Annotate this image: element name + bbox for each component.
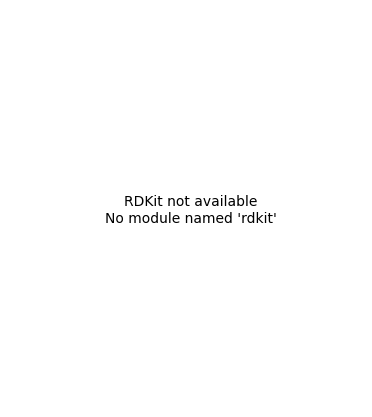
Text: RDKit not available
No module named 'rdkit': RDKit not available No module named 'rdk… xyxy=(105,196,277,226)
